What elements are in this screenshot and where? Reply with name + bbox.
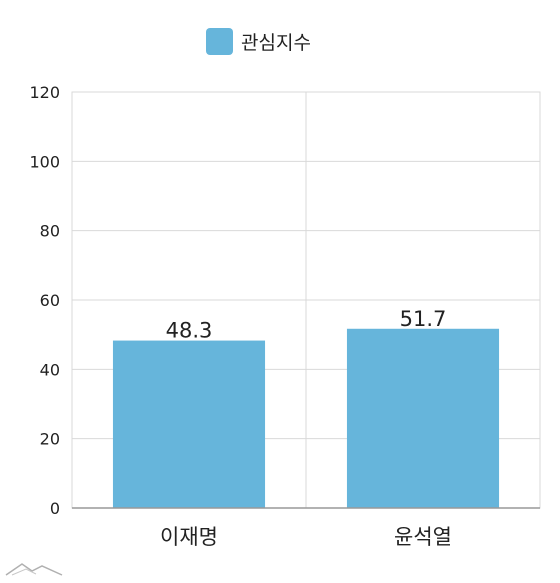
legend-label: 관심지수 bbox=[241, 32, 311, 54]
bar bbox=[346, 328, 500, 508]
data-label: 48.3 bbox=[166, 319, 213, 343]
bar bbox=[112, 340, 266, 508]
y-tick-label: 40 bbox=[40, 360, 60, 379]
y-tick-label: 60 bbox=[40, 291, 60, 310]
x-tick-label: 윤석열 bbox=[394, 525, 452, 549]
chart-legend: 관심지수 bbox=[206, 28, 311, 55]
y-tick-label: 120 bbox=[29, 83, 60, 102]
y-tick-label: 20 bbox=[40, 430, 60, 449]
y-tick-label: 100 bbox=[29, 152, 60, 171]
mountain-logo-icon bbox=[5, 563, 63, 576]
data-label: 51.7 bbox=[400, 307, 447, 331]
y-tick-label: 80 bbox=[40, 222, 60, 241]
x-tick-label: 이재명 bbox=[160, 525, 218, 549]
legend-swatch bbox=[206, 28, 233, 55]
y-tick-label: 0 bbox=[50, 499, 60, 518]
